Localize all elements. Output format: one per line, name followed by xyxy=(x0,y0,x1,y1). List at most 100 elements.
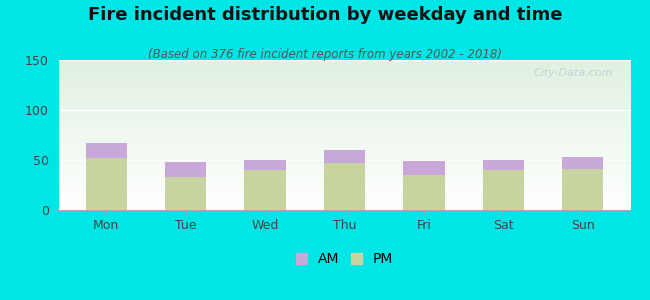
Bar xyxy=(58,107,630,108)
Bar xyxy=(58,68,630,69)
Bar xyxy=(58,176,630,177)
Bar xyxy=(58,100,630,101)
Bar xyxy=(165,177,206,210)
Bar xyxy=(562,169,603,210)
Bar xyxy=(58,175,630,176)
Bar xyxy=(58,182,630,183)
Bar xyxy=(58,90,630,91)
Bar xyxy=(58,66,630,67)
Bar xyxy=(58,206,630,207)
Bar xyxy=(58,70,630,71)
Bar xyxy=(58,153,630,154)
Bar xyxy=(58,183,630,184)
Bar xyxy=(58,170,630,171)
Legend: AM, PM: AM, PM xyxy=(292,248,397,271)
Bar xyxy=(58,92,630,93)
Bar xyxy=(58,137,630,138)
Text: (Based on 376 fire incident reports from years 2002 - 2018): (Based on 376 fire incident reports from… xyxy=(148,48,502,61)
Bar xyxy=(58,136,630,137)
Bar xyxy=(58,84,630,85)
Bar xyxy=(58,119,630,120)
Bar xyxy=(58,151,630,152)
Bar xyxy=(58,91,630,92)
Bar xyxy=(58,64,630,65)
Bar xyxy=(58,131,630,132)
Bar xyxy=(58,145,630,146)
Bar xyxy=(58,174,630,175)
Bar xyxy=(58,168,630,169)
Bar xyxy=(58,80,630,81)
Bar xyxy=(58,96,630,97)
Bar xyxy=(58,194,630,195)
Bar xyxy=(58,71,630,72)
Bar xyxy=(58,118,630,119)
Bar xyxy=(58,171,630,172)
Bar xyxy=(58,75,630,76)
Bar xyxy=(58,110,630,111)
Bar xyxy=(58,98,630,99)
Bar xyxy=(244,160,286,170)
Bar xyxy=(58,72,630,73)
Bar xyxy=(58,163,630,164)
Bar xyxy=(324,163,365,210)
Bar xyxy=(58,109,630,110)
Bar xyxy=(58,150,630,151)
Bar xyxy=(86,158,127,210)
Bar xyxy=(58,108,630,109)
Bar xyxy=(58,196,630,197)
Bar xyxy=(58,69,630,70)
Bar xyxy=(58,93,630,94)
Bar xyxy=(58,178,630,179)
Bar xyxy=(58,160,630,161)
Bar xyxy=(58,166,630,167)
Bar xyxy=(58,74,630,75)
Bar xyxy=(58,134,630,135)
Bar xyxy=(58,179,630,180)
Bar xyxy=(58,77,630,78)
Bar xyxy=(58,85,630,86)
Bar xyxy=(58,162,630,163)
Bar xyxy=(58,123,630,124)
Bar xyxy=(58,135,630,136)
Bar xyxy=(58,200,630,201)
Text: City-Data.com: City-Data.com xyxy=(534,68,614,77)
Bar xyxy=(58,129,630,130)
Bar xyxy=(58,155,630,156)
Bar xyxy=(483,170,524,210)
Bar xyxy=(58,124,630,125)
Bar xyxy=(58,203,630,204)
Bar xyxy=(58,201,630,202)
Bar xyxy=(58,193,630,194)
Bar xyxy=(58,164,630,165)
Bar xyxy=(58,156,630,157)
Bar xyxy=(58,102,630,103)
Bar xyxy=(58,157,630,158)
Bar xyxy=(58,85,630,86)
Bar xyxy=(58,106,630,107)
Bar xyxy=(58,140,630,141)
Bar xyxy=(58,142,630,143)
Bar xyxy=(58,159,630,160)
Bar xyxy=(58,133,630,134)
Bar xyxy=(58,67,630,68)
Bar xyxy=(58,165,630,166)
Bar xyxy=(58,82,630,83)
Bar xyxy=(58,208,630,209)
Bar xyxy=(58,79,630,80)
Bar xyxy=(483,160,524,170)
Bar xyxy=(58,132,630,133)
Bar xyxy=(58,181,630,182)
Bar xyxy=(58,112,630,113)
Text: Fire incident distribution by weekday and time: Fire incident distribution by weekday an… xyxy=(88,6,562,24)
Bar xyxy=(58,185,630,186)
Bar xyxy=(58,205,630,206)
Bar xyxy=(58,118,630,119)
Bar xyxy=(58,95,630,96)
Bar xyxy=(58,111,630,112)
Bar xyxy=(58,161,630,162)
Bar xyxy=(58,147,630,148)
Bar xyxy=(58,199,630,200)
Bar xyxy=(58,177,630,178)
Bar xyxy=(58,180,630,181)
Bar xyxy=(58,192,630,193)
